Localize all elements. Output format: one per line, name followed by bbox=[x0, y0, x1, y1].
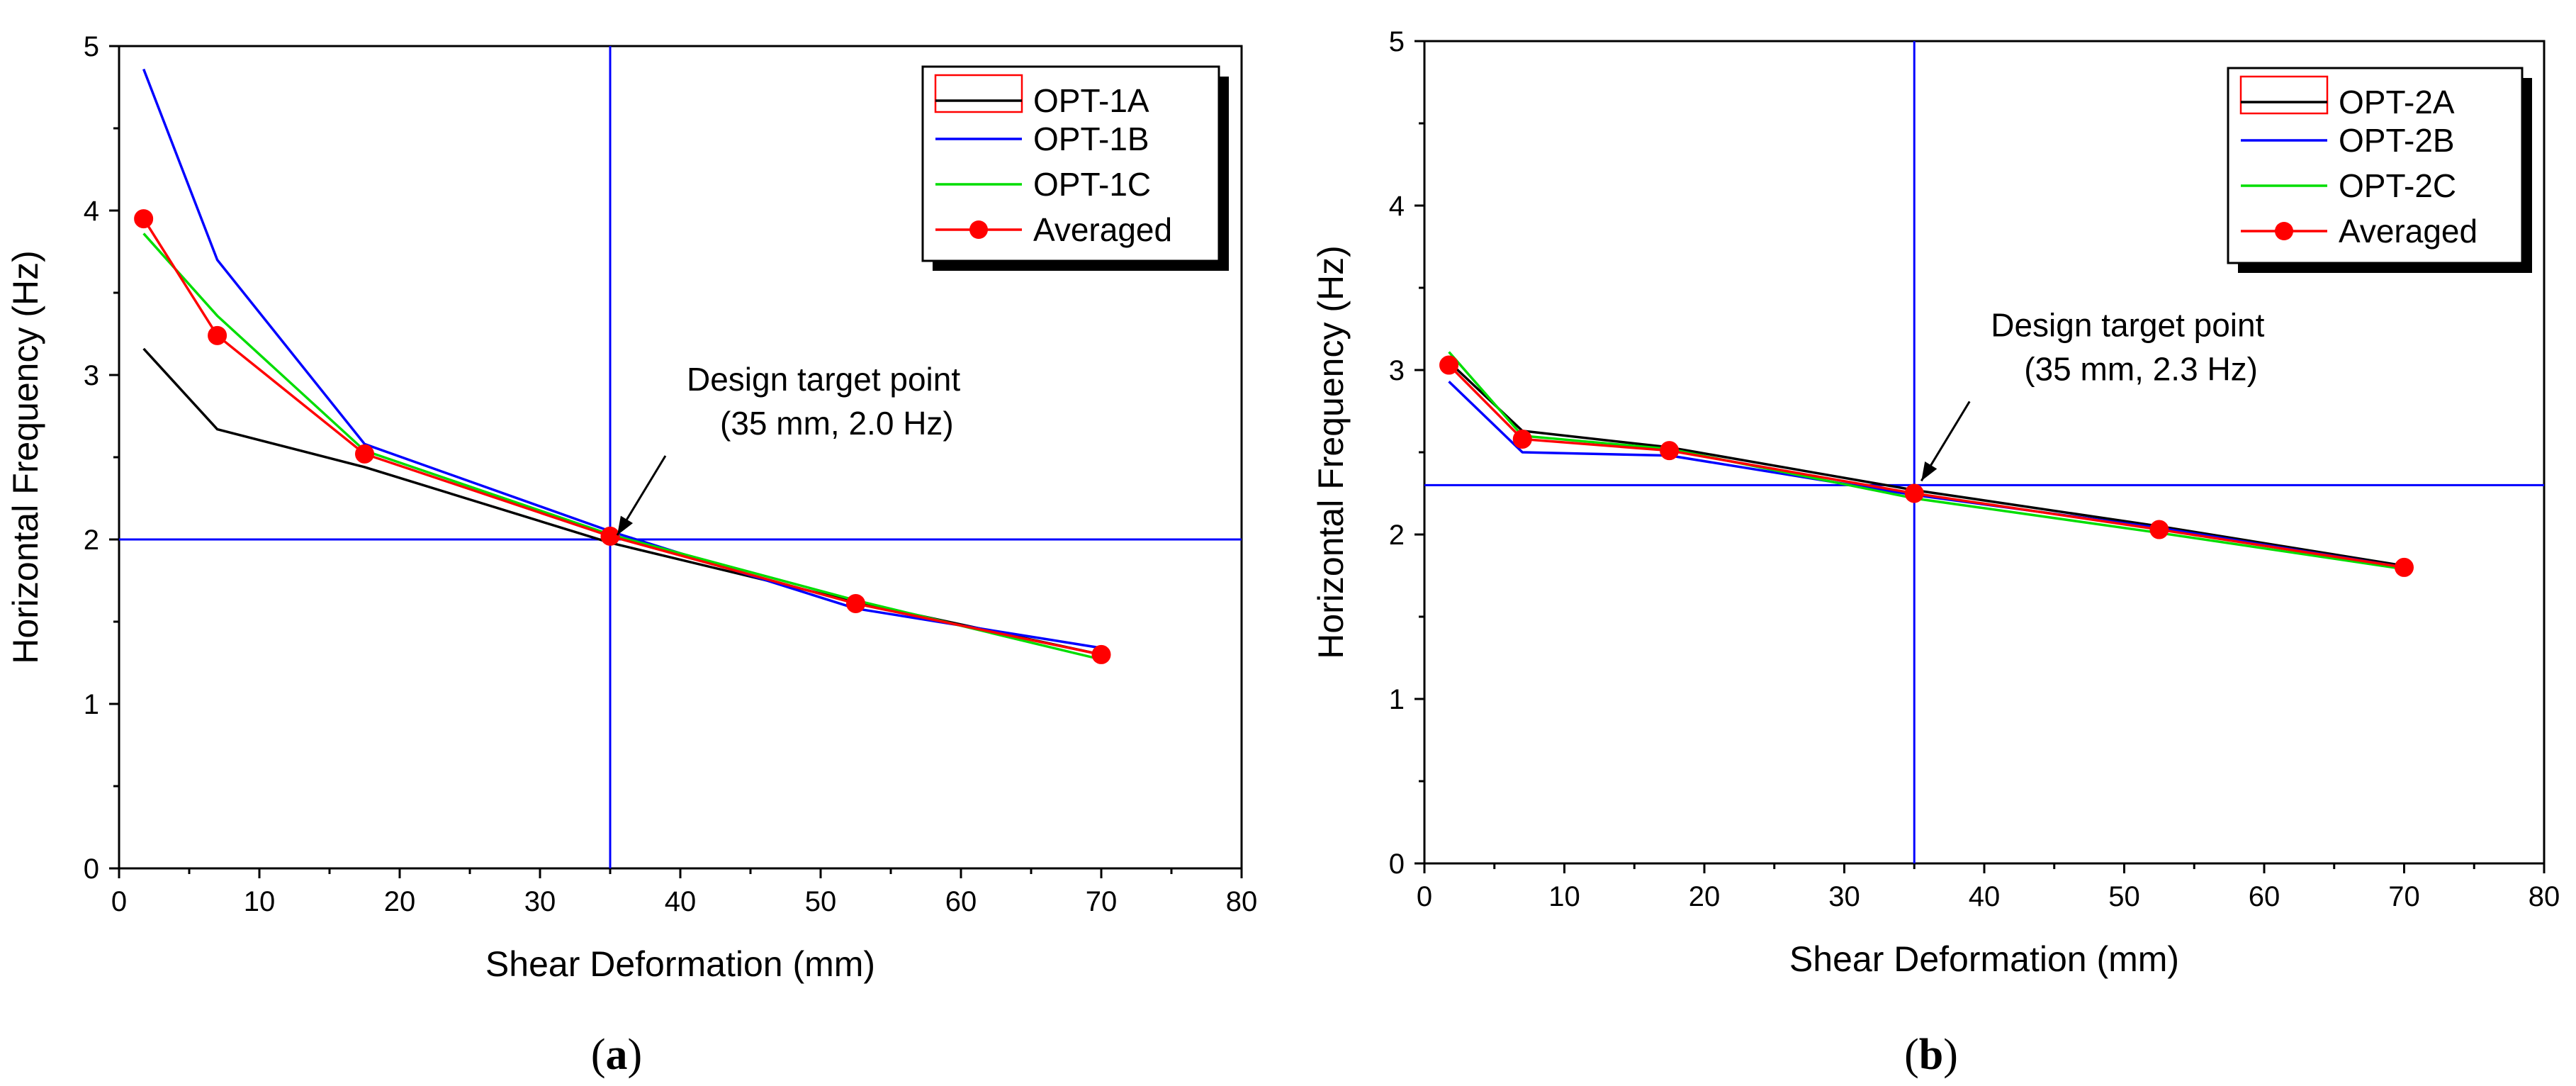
x-axis-label: Shear Deformation (mm) bbox=[485, 944, 875, 984]
data-point-averaged bbox=[355, 444, 374, 464]
x-tick-label: 0 bbox=[111, 886, 127, 917]
x-tick-label: 10 bbox=[244, 886, 276, 917]
y-tick-label: 1 bbox=[1389, 684, 1405, 715]
series-line-opt-1c bbox=[142, 233, 1102, 661]
y-tick-label: 5 bbox=[84, 31, 99, 62]
legend-sample-box bbox=[2239, 75, 2329, 115]
y-tick-label: 2 bbox=[1389, 520, 1405, 551]
x-tick-label: 70 bbox=[1086, 886, 1118, 917]
x-tick-label: 60 bbox=[945, 886, 977, 917]
y-tick-label: 0 bbox=[1389, 849, 1405, 880]
subfigure-caption: (a) bbox=[591, 1031, 642, 1079]
legend-label-opt-1c: OPT-1C bbox=[1033, 166, 1151, 203]
legend-label-averaged: Averaged bbox=[1033, 211, 1172, 248]
x-tick-label: 20 bbox=[384, 886, 416, 917]
legend-label-opt-1a: OPT-1A bbox=[1033, 82, 1149, 119]
x-tick-label: 80 bbox=[2529, 881, 2560, 912]
y-axis-label: Horizontal Frequency (Hz) bbox=[6, 250, 45, 664]
y-tick-label: 3 bbox=[84, 360, 99, 391]
x-tick-label: 0 bbox=[1417, 881, 1432, 912]
x-tick-label: 80 bbox=[1226, 886, 1258, 917]
annotation-coordinates: (35 mm, 2.0 Hz) bbox=[720, 405, 954, 442]
x-tick-label: 50 bbox=[2108, 881, 2140, 912]
y-tick-label: 3 bbox=[1389, 355, 1405, 386]
chart-panel-b: 0 10 20 30 40 50 60 70 80 0 1 2 3 4 5 Shear Deformation… bbox=[1311, 26, 2560, 1079]
data-point-averaged bbox=[134, 209, 154, 229]
data-point-averaged bbox=[1439, 355, 1459, 375]
data-point-averaged bbox=[208, 325, 227, 345]
caption-open-paren: ( bbox=[591, 1031, 606, 1079]
annotation-arrow-head bbox=[617, 515, 634, 535]
y-tick-label: 1 bbox=[84, 689, 99, 720]
data-point-averaged bbox=[1660, 441, 1680, 461]
series-line-averaged bbox=[1448, 364, 2405, 569]
legend-sample-box bbox=[934, 74, 1023, 113]
caption-close-paren: ) bbox=[628, 1031, 643, 1079]
series-line-opt-2b bbox=[1448, 380, 2405, 569]
data-point-averaged bbox=[600, 526, 620, 546]
subfigure-caption: (b) bbox=[1904, 1031, 1958, 1079]
legend-marker-averaged bbox=[969, 220, 988, 239]
legend-label-opt-2c: OPT-2C bbox=[2339, 167, 2456, 204]
x-axis-label: Shear Deformation (mm) bbox=[1789, 939, 2179, 979]
legend-label-averaged: Averaged bbox=[2339, 213, 2477, 250]
legend-label-opt-1b: OPT-1B bbox=[1033, 121, 1149, 157]
x-tick-label: 20 bbox=[1689, 881, 1721, 912]
data-point-averaged bbox=[2395, 557, 2414, 577]
series-line-averaged bbox=[142, 218, 1102, 656]
chart-panel-a: 0 10 20 30 40 50 60 70 80 0 1 2 3 4 5 Shear Deformation… bbox=[6, 31, 1257, 1079]
data-point-averaged bbox=[1091, 644, 1111, 664]
x-tick-label: 70 bbox=[2388, 881, 2420, 912]
series-line-opt-2c bbox=[1448, 351, 2405, 571]
caption-open-paren: ( bbox=[1904, 1031, 1919, 1079]
y-tick-label: 5 bbox=[1389, 26, 1405, 57]
x-tick-label: 40 bbox=[1969, 881, 2001, 912]
data-point-averaged bbox=[2149, 520, 2169, 539]
x-tick-label: 40 bbox=[665, 886, 697, 917]
data-point-averaged bbox=[846, 593, 865, 613]
legend-label-opt-2a: OPT-2A bbox=[2339, 84, 2455, 121]
legend-marker-averaged bbox=[2275, 222, 2293, 240]
data-point-averaged bbox=[1904, 483, 1924, 503]
data-point-averaged bbox=[1512, 429, 1532, 449]
annotation-title: Design target point bbox=[1991, 306, 2264, 343]
annotation-title: Design target point bbox=[687, 361, 960, 398]
x-tick-label: 10 bbox=[1548, 881, 1580, 912]
x-tick-label: 60 bbox=[2249, 881, 2280, 912]
caption-letter: a bbox=[606, 1031, 628, 1079]
x-tick-label: 30 bbox=[1828, 881, 1860, 912]
y-tick-label: 2 bbox=[84, 525, 99, 556]
legend-label-opt-2b: OPT-2B bbox=[2339, 122, 2455, 159]
y-axis-label: Horizontal Frequency (Hz) bbox=[1311, 245, 1351, 659]
caption-letter: b bbox=[1919, 1031, 1943, 1079]
y-tick-label: 4 bbox=[1389, 191, 1405, 222]
annotation-arrow-head bbox=[1921, 461, 1937, 481]
annotation-coordinates: (35 mm, 2.3 Hz) bbox=[2024, 350, 2258, 387]
x-tick-label: 30 bbox=[524, 886, 556, 917]
series-line-opt-1b bbox=[142, 68, 1102, 649]
x-tick-label: 50 bbox=[805, 886, 837, 917]
series-line-opt-2a bbox=[1448, 361, 2405, 567]
y-tick-label: 4 bbox=[84, 196, 99, 227]
y-tick-label: 0 bbox=[84, 853, 99, 885]
caption-close-paren: ) bbox=[1943, 1031, 1958, 1079]
